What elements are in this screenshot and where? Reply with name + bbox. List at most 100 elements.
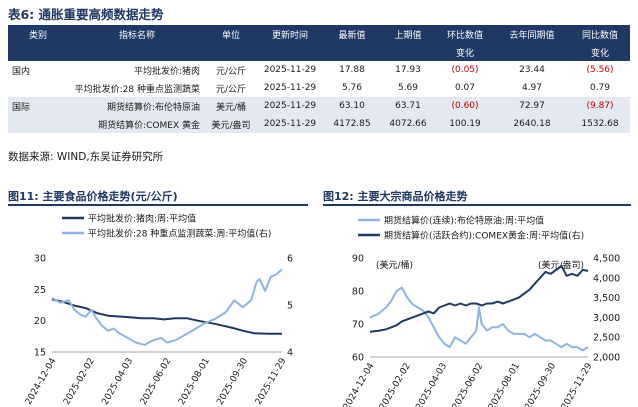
table-title: 表6: 通胀重要高频数据走势 bbox=[8, 7, 164, 22]
chart11-title: 图11: 主要食品价格走势(元/公斤) bbox=[8, 190, 178, 203]
x-axis-tick-label: 2025-08-01 bbox=[487, 362, 522, 407]
left-axis-tick-label: 15 bbox=[34, 348, 46, 359]
cell-mom: (0.05) bbox=[451, 65, 479, 75]
header-latest: 最新值 bbox=[324, 25, 380, 43]
left-axis-tick-label: 70 bbox=[352, 320, 364, 331]
left-axis-tick-label: 80 bbox=[352, 287, 364, 298]
series-line bbox=[369, 264, 589, 333]
x-axis-tick-label: 2025-08-01 bbox=[177, 357, 212, 407]
cell-previous: 5.69 bbox=[397, 83, 419, 93]
left-axis-tick-label: 60 bbox=[352, 353, 364, 364]
left-axis-tick-label: 30 bbox=[34, 254, 46, 265]
cell-yoy: (9.87) bbox=[570, 97, 630, 115]
x-axis-tick-label: 2025-04-03 bbox=[414, 362, 449, 407]
cell-update-time: 2025-11-29 bbox=[263, 65, 317, 75]
x-axis-tick-label: 2025-11-29 bbox=[560, 361, 595, 407]
legend-label: 期货结算价(活跃合约):COMEX黄金:周:平均值(右) bbox=[384, 230, 584, 242]
table-header-row: 类别 指标名称 单位 更新时间 最新值 上期值 环比数值 去年同期值 同比数值 bbox=[8, 25, 630, 43]
right-axis-tick-label: 4,500 bbox=[593, 254, 620, 265]
cell-yoy-prev: 72.97 bbox=[494, 97, 570, 115]
cell-previous: 63.71 bbox=[380, 97, 436, 115]
left-axis-tick-label: 20 bbox=[34, 316, 46, 327]
x-axis-tick-label: 2025-02-02 bbox=[378, 362, 413, 407]
cell-category bbox=[8, 79, 68, 97]
x-axis-tick-label: 2025-06-02 bbox=[451, 362, 486, 407]
right-axis-tick-label: 3,500 bbox=[593, 293, 620, 304]
x-axis-tick-label: 2025-04-03 bbox=[100, 357, 135, 407]
legend-label: 平均批发价:28 种重点监测蔬菜:周:平均值(右) bbox=[88, 228, 271, 240]
right-axis-tick-label: 6 bbox=[287, 254, 293, 265]
right-axis-tick-label: 4,000 bbox=[593, 273, 620, 284]
cell-mom: 0.07 bbox=[454, 83, 476, 93]
cell-category bbox=[8, 115, 68, 133]
series-line bbox=[51, 268, 283, 346]
x-axis-tick-label: 2025-02-02 bbox=[62, 357, 97, 407]
header-mom-line1: 环比数值 bbox=[446, 30, 483, 41]
header-yoy-line1: 同比数值 bbox=[581, 30, 618, 41]
x-axis-tick-label: 2025-11-29 bbox=[254, 356, 289, 407]
cell-yoy-prev: 4.97 bbox=[521, 83, 543, 93]
cell-yoy-prev: 23.44 bbox=[519, 65, 545, 75]
cell-unit: 元/公斤 bbox=[215, 84, 247, 95]
chart11-rule bbox=[8, 204, 308, 206]
table-row: 国内 平均批发价:猪肉 元/公斤 2025-11-29 17.88 17.93 … bbox=[8, 61, 630, 79]
legend-label: 期货结算价(连续):布伦特原油:周:平均值 bbox=[384, 215, 544, 227]
cell-indicator: 期货结算价:COMEX 黄金 bbox=[68, 115, 206, 133]
cell-unit: 美元/盎司 bbox=[206, 115, 256, 133]
table-row: 平均批发价:28 种重点监测蔬菜 元/公斤 2025-11-29 5.76 5.… bbox=[8, 79, 630, 97]
x-axis-tick-label: 2025-06-02 bbox=[139, 357, 174, 407]
header-yoy-line2: 变化 bbox=[570, 43, 630, 61]
header-indicator: 指标名称 bbox=[68, 25, 206, 43]
cell-yoy-prev: 2640.18 bbox=[494, 115, 570, 133]
right-axis-tick-label: 2,000 bbox=[593, 353, 620, 364]
series-line bbox=[51, 298, 282, 335]
cell-indicator: 平均批发价:28 种重点监测蔬菜 bbox=[74, 84, 200, 95]
header-yoy: 同比数值 bbox=[570, 25, 630, 43]
x-axis-tick-label: 2024-12-04 bbox=[342, 361, 377, 407]
chart12-commodity-prices: 期货结算价(连续):布伦特原油:周:平均值期货结算价(活跃合约):COMEX黄金… bbox=[342, 215, 620, 407]
cell-latest: 63.10 bbox=[324, 97, 380, 115]
table-row: 期货结算价:COMEX 黄金 美元/盎司 2025-11-29 4172.85 … bbox=[8, 115, 630, 133]
cell-previous: 17.93 bbox=[395, 65, 421, 75]
cell-previous: 4072.66 bbox=[380, 115, 436, 133]
header-previous: 上期值 bbox=[380, 25, 436, 43]
left-unit-label: (美元/桶) bbox=[376, 259, 413, 271]
cell-update-time: 2025-11-29 bbox=[256, 115, 324, 133]
right-axis-tick-label: 2,500 bbox=[593, 333, 620, 344]
cell-yoy: 0.79 bbox=[589, 83, 611, 93]
left-axis-tick-label: 90 bbox=[352, 254, 364, 265]
cell-latest: 17.88 bbox=[339, 65, 365, 75]
x-axis-tick-label: 2025-09-30 bbox=[215, 356, 250, 407]
series-line bbox=[369, 286, 589, 352]
cell-category: 国际 bbox=[8, 97, 68, 115]
cell-mom: (0.60) bbox=[436, 97, 494, 115]
cell-unit: 美元/桶 bbox=[206, 97, 256, 115]
cell-indicator: 期货结算价:布伦特原油 bbox=[68, 97, 206, 115]
cell-indicator: 平均批发价:猪肉 bbox=[133, 66, 200, 77]
table-header-row-2: 变化 变化 bbox=[8, 43, 630, 61]
right-axis-tick-label: 3,000 bbox=[593, 313, 620, 324]
cell-yoy: 1532.68 bbox=[570, 115, 630, 133]
cell-unit: 元/公斤 bbox=[215, 66, 247, 77]
inflation-table: 类别 指标名称 单位 更新时间 最新值 上期值 环比数值 去年同期值 同比数值 … bbox=[8, 25, 630, 133]
header-update-time: 更新时间 bbox=[256, 25, 324, 43]
left-axis-tick-label: 25 bbox=[34, 285, 46, 296]
header-category: 类别 bbox=[8, 25, 68, 43]
cell-update-time: 2025-11-29 bbox=[256, 97, 324, 115]
cell-update-time: 2025-11-29 bbox=[263, 83, 317, 93]
x-axis-tick-label: 2024-12-04 bbox=[24, 356, 59, 407]
data-source: 数据来源: WIND,东吴证券研究所 bbox=[8, 151, 164, 163]
legend-label: 平均批发价:猪肉:周:平均值 bbox=[88, 213, 196, 225]
cell-latest: 4172.85 bbox=[324, 115, 380, 133]
cell-mom: 100.19 bbox=[436, 115, 494, 133]
cell-yoy: (5.56) bbox=[586, 65, 614, 75]
right-axis-tick-label: 5 bbox=[287, 301, 293, 312]
header-mom-line2: 变化 bbox=[436, 43, 494, 61]
chart12-rule bbox=[323, 204, 631, 206]
x-axis-tick-label: 2025-09-30 bbox=[523, 361, 558, 407]
chart12-title: 图12: 主要大宗商品价格走势 bbox=[323, 190, 468, 203]
header-yoy-prev: 去年同期值 bbox=[494, 25, 570, 43]
right-axis-tick-label: 4 bbox=[287, 348, 293, 359]
header-unit: 单位 bbox=[206, 25, 256, 43]
